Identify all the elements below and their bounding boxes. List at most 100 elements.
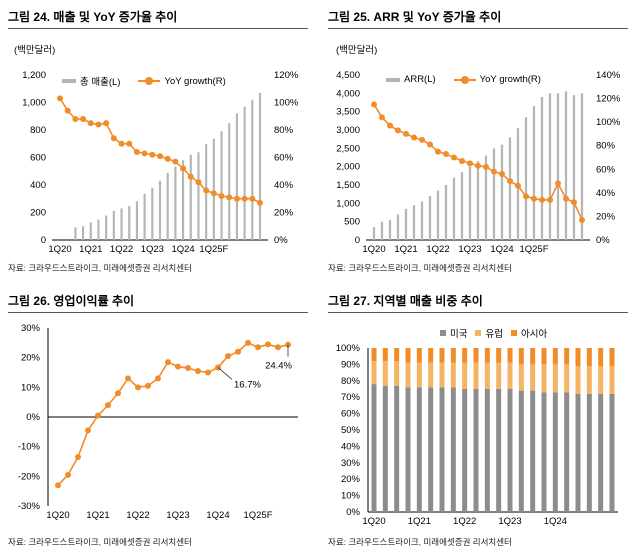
growth-point bbox=[249, 195, 256, 202]
growth-point bbox=[133, 149, 140, 155]
bar-europe bbox=[439, 362, 445, 388]
bar-asia bbox=[371, 348, 377, 362]
x-tick: 1Q20 bbox=[362, 516, 385, 527]
bar-asia bbox=[405, 348, 411, 363]
source-note: 자료: 크라우드스트라이크, 미래에셋증권 리서치센터 bbox=[328, 263, 512, 273]
growth-point bbox=[64, 107, 71, 114]
margin-point bbox=[255, 344, 261, 351]
y-tick: 20% bbox=[341, 474, 361, 485]
bar-asia bbox=[484, 348, 490, 363]
bar-europe bbox=[507, 362, 513, 389]
growth-point bbox=[203, 187, 210, 194]
y-tick-right: 80% bbox=[274, 125, 294, 136]
legend: 미국 유럽 아시아 bbox=[440, 326, 547, 340]
growth-point bbox=[475, 162, 481, 169]
growth-point bbox=[103, 120, 110, 127]
unit-label: (백만달러) bbox=[14, 45, 56, 56]
bar bbox=[564, 91, 568, 240]
y-tick-right: 120% bbox=[274, 70, 299, 81]
bar-europe bbox=[462, 362, 468, 389]
bar bbox=[120, 208, 123, 240]
y-tick: 20% bbox=[21, 353, 41, 364]
legend-line-swatch bbox=[453, 75, 476, 84]
growth-point bbox=[499, 171, 505, 177]
legend-line-label: YoY growth(R) bbox=[164, 75, 226, 87]
growth-point bbox=[403, 130, 409, 137]
y-tick-left: 500 bbox=[344, 217, 360, 228]
bar bbox=[143, 193, 146, 240]
growth-point bbox=[515, 182, 521, 189]
bar-us bbox=[462, 389, 468, 512]
bar bbox=[197, 152, 200, 240]
growth-point bbox=[491, 168, 497, 175]
x-tick: 1Q21 bbox=[408, 516, 431, 527]
growth-point bbox=[395, 127, 401, 134]
margin-point bbox=[175, 363, 181, 370]
bar-europe bbox=[416, 362, 422, 388]
y-tick-right: 100% bbox=[596, 117, 621, 128]
margin-point bbox=[235, 348, 241, 355]
y-tick-left: 3,500 bbox=[336, 107, 360, 118]
y-tick-right: 40% bbox=[274, 180, 294, 191]
x-tick: 1Q23 bbox=[166, 510, 189, 521]
bar-asia bbox=[518, 348, 524, 365]
y-tick-left: 1,000 bbox=[22, 98, 46, 109]
bar bbox=[89, 222, 92, 240]
bar-us bbox=[405, 387, 411, 512]
growth-point bbox=[172, 158, 179, 165]
bar-asia bbox=[394, 348, 400, 362]
y-tick-left: 200 bbox=[30, 208, 46, 219]
bar-us bbox=[575, 393, 581, 512]
title-rule bbox=[8, 28, 308, 29]
revenue-chart: 0 200 400 600 800 1,000 1,200 0% 20% 40% 60% 80% 100… bbox=[22, 70, 299, 255]
growth-point bbox=[241, 195, 248, 202]
y-tick-right: 20% bbox=[274, 208, 294, 219]
y-tick-left: 2,000 bbox=[336, 162, 360, 173]
growth-point bbox=[187, 173, 194, 180]
bar-asia bbox=[552, 348, 558, 365]
growth-point bbox=[195, 179, 202, 186]
legend-bar-label: 총 매출(L) bbox=[80, 77, 121, 88]
bar bbox=[372, 227, 376, 240]
y-tick: 10% bbox=[21, 382, 41, 393]
y-tick: 50% bbox=[341, 425, 361, 436]
panel-revenue: 그림 24. 매출 및 YoY 증가율 추이 (백만달러) 총 매출(L) Yo… bbox=[8, 8, 308, 273]
bar bbox=[166, 172, 169, 240]
bar bbox=[82, 226, 85, 240]
bar bbox=[189, 154, 192, 240]
bar-us bbox=[552, 392, 558, 512]
bar-asia bbox=[586, 348, 592, 367]
bar-europe bbox=[405, 362, 411, 388]
growth-point bbox=[379, 114, 385, 121]
bar-europe bbox=[428, 362, 434, 388]
y-tick-left: 800 bbox=[30, 125, 46, 136]
y-tick-right: 0% bbox=[596, 235, 610, 246]
margin-point bbox=[125, 375, 131, 382]
y-tick: -10% bbox=[18, 442, 41, 453]
margin-point bbox=[105, 402, 111, 409]
region-chart: 0% 10% 20% 30% 40% 50% 60% 70% 80% 90% 100% 1Q20 1Q2… bbox=[336, 343, 618, 527]
growth-point bbox=[157, 153, 163, 160]
bar-us bbox=[598, 393, 604, 512]
bar-asia bbox=[609, 348, 615, 367]
y-tick-right: 100% bbox=[274, 98, 299, 109]
legend-eu-label: 유럽 bbox=[485, 329, 503, 340]
x-tick: 1Q22 bbox=[126, 510, 149, 521]
x-tick: 1Q20 bbox=[362, 244, 385, 255]
bar-us bbox=[496, 389, 502, 512]
bar bbox=[396, 214, 400, 240]
bar bbox=[580, 93, 584, 240]
y-tick: -20% bbox=[18, 471, 41, 482]
margin-point bbox=[75, 454, 81, 461]
panel-operating-margin: 그림 26. 영업이익률 추이 -30% -20% -10% 0% 10% 20% 30% 1… bbox=[8, 292, 308, 548]
growth-point bbox=[164, 155, 171, 162]
x-tick: 1Q22 bbox=[426, 244, 449, 255]
bar-us bbox=[530, 390, 536, 512]
y-tick: 30% bbox=[341, 458, 361, 469]
bar-europe bbox=[609, 366, 615, 394]
bar-us bbox=[416, 387, 422, 512]
growth-point bbox=[126, 140, 133, 147]
y-tick-left: 1,200 bbox=[22, 70, 46, 81]
bar-us bbox=[371, 384, 377, 512]
bar bbox=[548, 93, 552, 240]
